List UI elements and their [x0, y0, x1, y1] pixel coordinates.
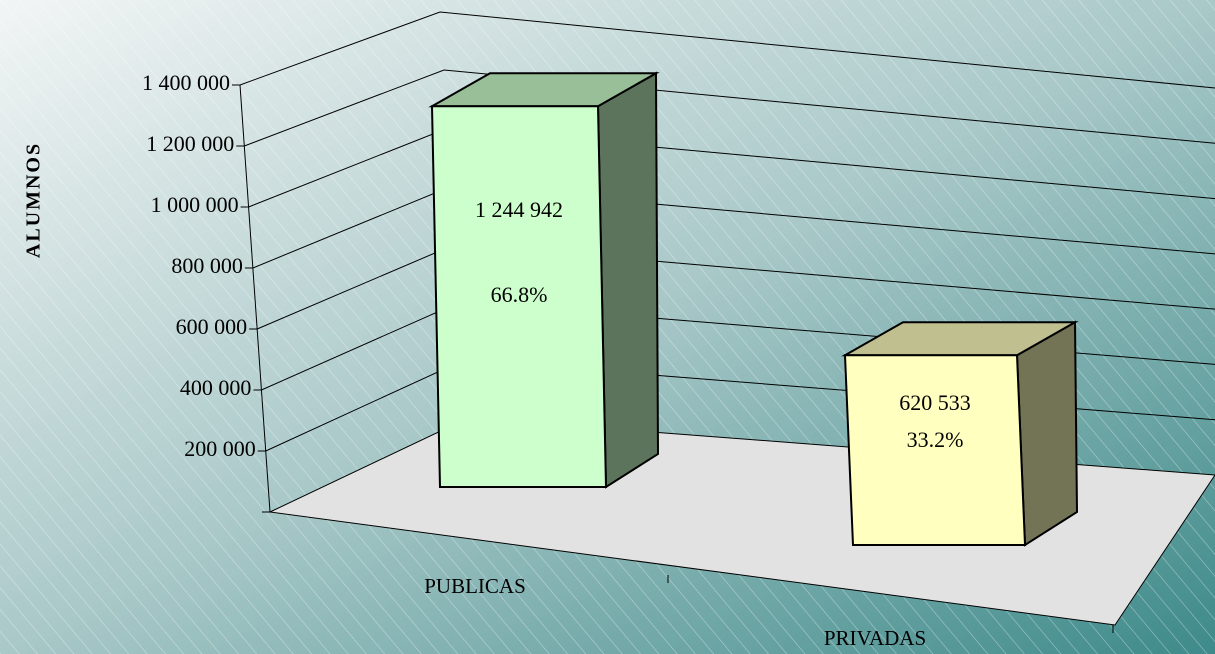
bar — [843, 354, 1027, 546]
x-tick-label: PUBLICAS — [424, 574, 526, 598]
y-tick-label: 1 000 000 — [151, 192, 239, 217]
bar-side — [596, 71, 660, 489]
percentage-label: 33.2% — [907, 427, 964, 452]
y-tick-label: 400 000 — [180, 375, 252, 400]
y-tick-label: 800 000 — [171, 253, 243, 278]
value-label: 620 533 — [899, 390, 971, 415]
percentage-label: 66.8% — [491, 282, 548, 307]
y-tick-label: 200 000 — [184, 436, 256, 461]
y-tick-label: 1 200 000 — [146, 131, 234, 156]
grid-line — [244, 69, 1215, 147]
y-axis — [239, 84, 271, 513]
value-label: 1 244 942 — [475, 197, 563, 222]
y-tick-label: 600 000 — [176, 314, 248, 339]
bar — [430, 105, 608, 488]
grid-line — [239, 11, 1215, 89]
y-axis-label: ALUMNOS — [23, 142, 45, 258]
y-tick-label: 1 400 000 — [142, 70, 230, 95]
x-tick-label: PRIVADAS — [824, 626, 926, 650]
bar-side — [1015, 320, 1079, 547]
